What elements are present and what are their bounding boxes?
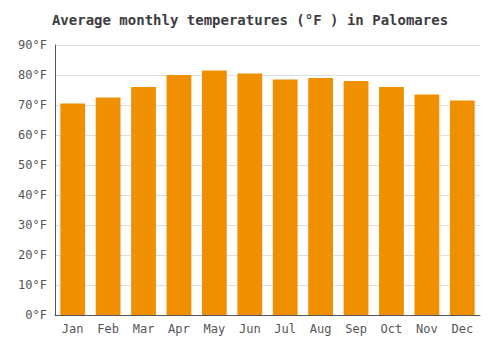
- svg-text:Nov: Nov: [416, 322, 438, 336]
- svg-text:70°F: 70°F: [18, 98, 47, 112]
- svg-text:10°F: 10°F: [18, 278, 47, 292]
- svg-text:May: May: [204, 322, 226, 336]
- svg-text:Jun: Jun: [239, 322, 261, 336]
- svg-text:50°F: 50°F: [18, 158, 47, 172]
- svg-text:Jul: Jul: [274, 322, 296, 336]
- svg-text:20°F: 20°F: [18, 248, 47, 262]
- svg-text:Mar: Mar: [133, 322, 155, 336]
- svg-text:0°F: 0°F: [25, 308, 47, 322]
- svg-text:90°F: 90°F: [18, 38, 47, 52]
- svg-text:60°F: 60°F: [18, 128, 47, 142]
- svg-text:Sep: Sep: [345, 322, 367, 336]
- svg-text:Jan: Jan: [62, 322, 84, 336]
- svg-text:Oct: Oct: [381, 322, 403, 336]
- svg-text:Average monthly temperatures (: Average monthly temperatures (°F ) in Pa…: [52, 12, 448, 28]
- svg-text:Dec: Dec: [451, 322, 473, 336]
- svg-text:Apr: Apr: [168, 322, 190, 336]
- svg-text:80°F: 80°F: [18, 68, 47, 82]
- svg-text:Aug: Aug: [310, 322, 332, 336]
- svg-text:Feb: Feb: [97, 322, 119, 336]
- svg-text:40°F: 40°F: [18, 188, 47, 202]
- svg-text:30°F: 30°F: [18, 218, 47, 232]
